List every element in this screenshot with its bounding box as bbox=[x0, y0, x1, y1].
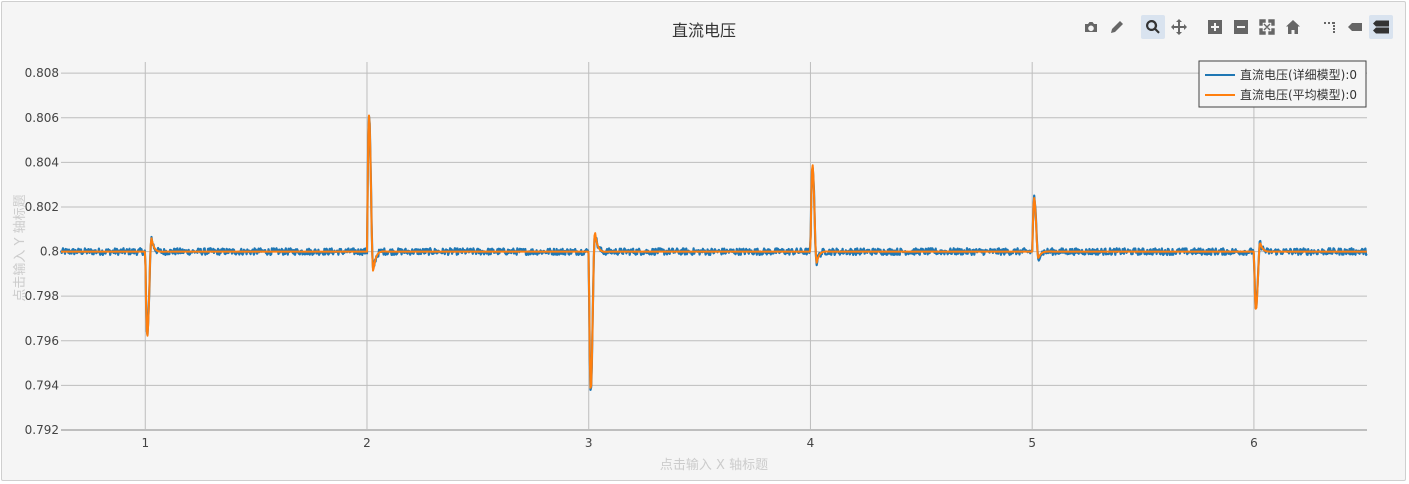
y-tick-labels: 0.792 0.794 0.796 0.798 0.8 0.802 0.804 0.806 0.… bbox=[25, 66, 59, 437]
series-line-detailed bbox=[59, 115, 1368, 391]
zoom-icon[interactable] bbox=[1141, 15, 1165, 39]
legend[interactable]: 直流电压(详细模型):0 直流电压(平均模型):0 bbox=[1198, 60, 1367, 108]
y-tick-label: 0.792 bbox=[25, 423, 59, 437]
zoom-out-icon[interactable] bbox=[1229, 15, 1253, 39]
y-tick-label: 0.794 bbox=[25, 378, 59, 392]
y-tick-label: 0.796 bbox=[25, 334, 59, 348]
legend-label-detailed[interactable]: 直流电压(详细模型):0 bbox=[1240, 67, 1357, 82]
x-tick-label: 6 bbox=[1250, 436, 1258, 450]
chart-title: 直流电压 bbox=[672, 21, 736, 40]
home-icon[interactable] bbox=[1281, 15, 1305, 39]
camera-icon[interactable] bbox=[1079, 15, 1103, 39]
x-tick-label: 3 bbox=[585, 436, 593, 450]
legend-label-average[interactable]: 直流电压(平均模型):0 bbox=[1240, 88, 1357, 102]
y-tick-label: 0.798 bbox=[25, 289, 59, 303]
y-tick-label: 0.802 bbox=[25, 200, 59, 214]
y-axis-title[interactable]: 点击输入 Y 轴标题 bbox=[12, 194, 28, 301]
x-tick-label: 2 bbox=[363, 436, 371, 450]
legend-box bbox=[1198, 60, 1367, 108]
spike-lines-icon[interactable] bbox=[1317, 15, 1341, 39]
pencil-icon[interactable] bbox=[1105, 15, 1129, 39]
hover-closest-icon[interactable] bbox=[1343, 15, 1367, 39]
zoom-in-icon[interactable] bbox=[1203, 15, 1227, 39]
x-tick-label: 5 bbox=[1028, 436, 1036, 450]
x-tick-labels: 1 2 3 4 5 6 bbox=[141, 436, 1257, 450]
x-axis-title[interactable]: 点击输入 X 轴标题 bbox=[660, 457, 768, 473]
pan-icon[interactable] bbox=[1167, 15, 1191, 39]
y-tick-label: 0.808 bbox=[25, 66, 59, 80]
y-tick-label: 0.806 bbox=[25, 111, 59, 125]
y-tick-label: 0.8 bbox=[40, 245, 59, 259]
hover-compare-icon[interactable] bbox=[1369, 15, 1393, 39]
x-tick-label: 4 bbox=[807, 436, 815, 450]
series-lines bbox=[59, 114, 1368, 391]
y-tick-label: 0.804 bbox=[25, 155, 59, 169]
modebar bbox=[1079, 14, 1393, 40]
grid-lines bbox=[61, 62, 1367, 431]
x-tick-label: 1 bbox=[141, 436, 149, 450]
autoscale-icon[interactable] bbox=[1255, 15, 1279, 39]
series-line-average bbox=[60, 114, 1368, 389]
